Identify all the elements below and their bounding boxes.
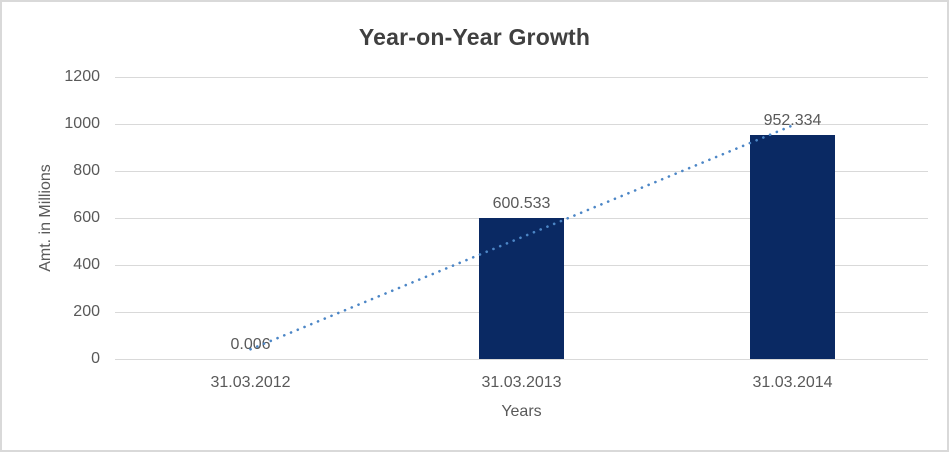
bar-31.03.2014: [750, 135, 835, 359]
y-tick-label: 1200: [64, 68, 100, 85]
bar-data-label: 0.006: [230, 336, 271, 353]
x-category-label: 31.03.2014: [752, 374, 833, 391]
chart-title: Year-on-Year Growth: [358, 24, 591, 50]
y-tick-label: 400: [73, 256, 100, 273]
bar-31.03.2013: [479, 217, 564, 359]
x-category-label: 31.03.2012: [210, 374, 291, 391]
y-tick-label: 200: [73, 303, 100, 320]
x-category-label: 31.03.2013: [481, 374, 562, 391]
y-tick-label: 800: [73, 162, 100, 179]
gridline: [115, 123, 928, 125]
x-axis-title: Years: [501, 403, 542, 420]
y-tick-label: 1000: [64, 115, 100, 132]
gridline: [115, 358, 928, 360]
bar-data-label: 952.334: [763, 112, 822, 130]
plot-area: 0.006 600.533 952.334: [115, 76, 928, 360]
y-tick-label: 0: [91, 350, 100, 367]
gridline: [115, 76, 928, 78]
y-tick-label: 600: [73, 209, 100, 226]
bar-data-label: 600.533: [492, 194, 551, 212]
